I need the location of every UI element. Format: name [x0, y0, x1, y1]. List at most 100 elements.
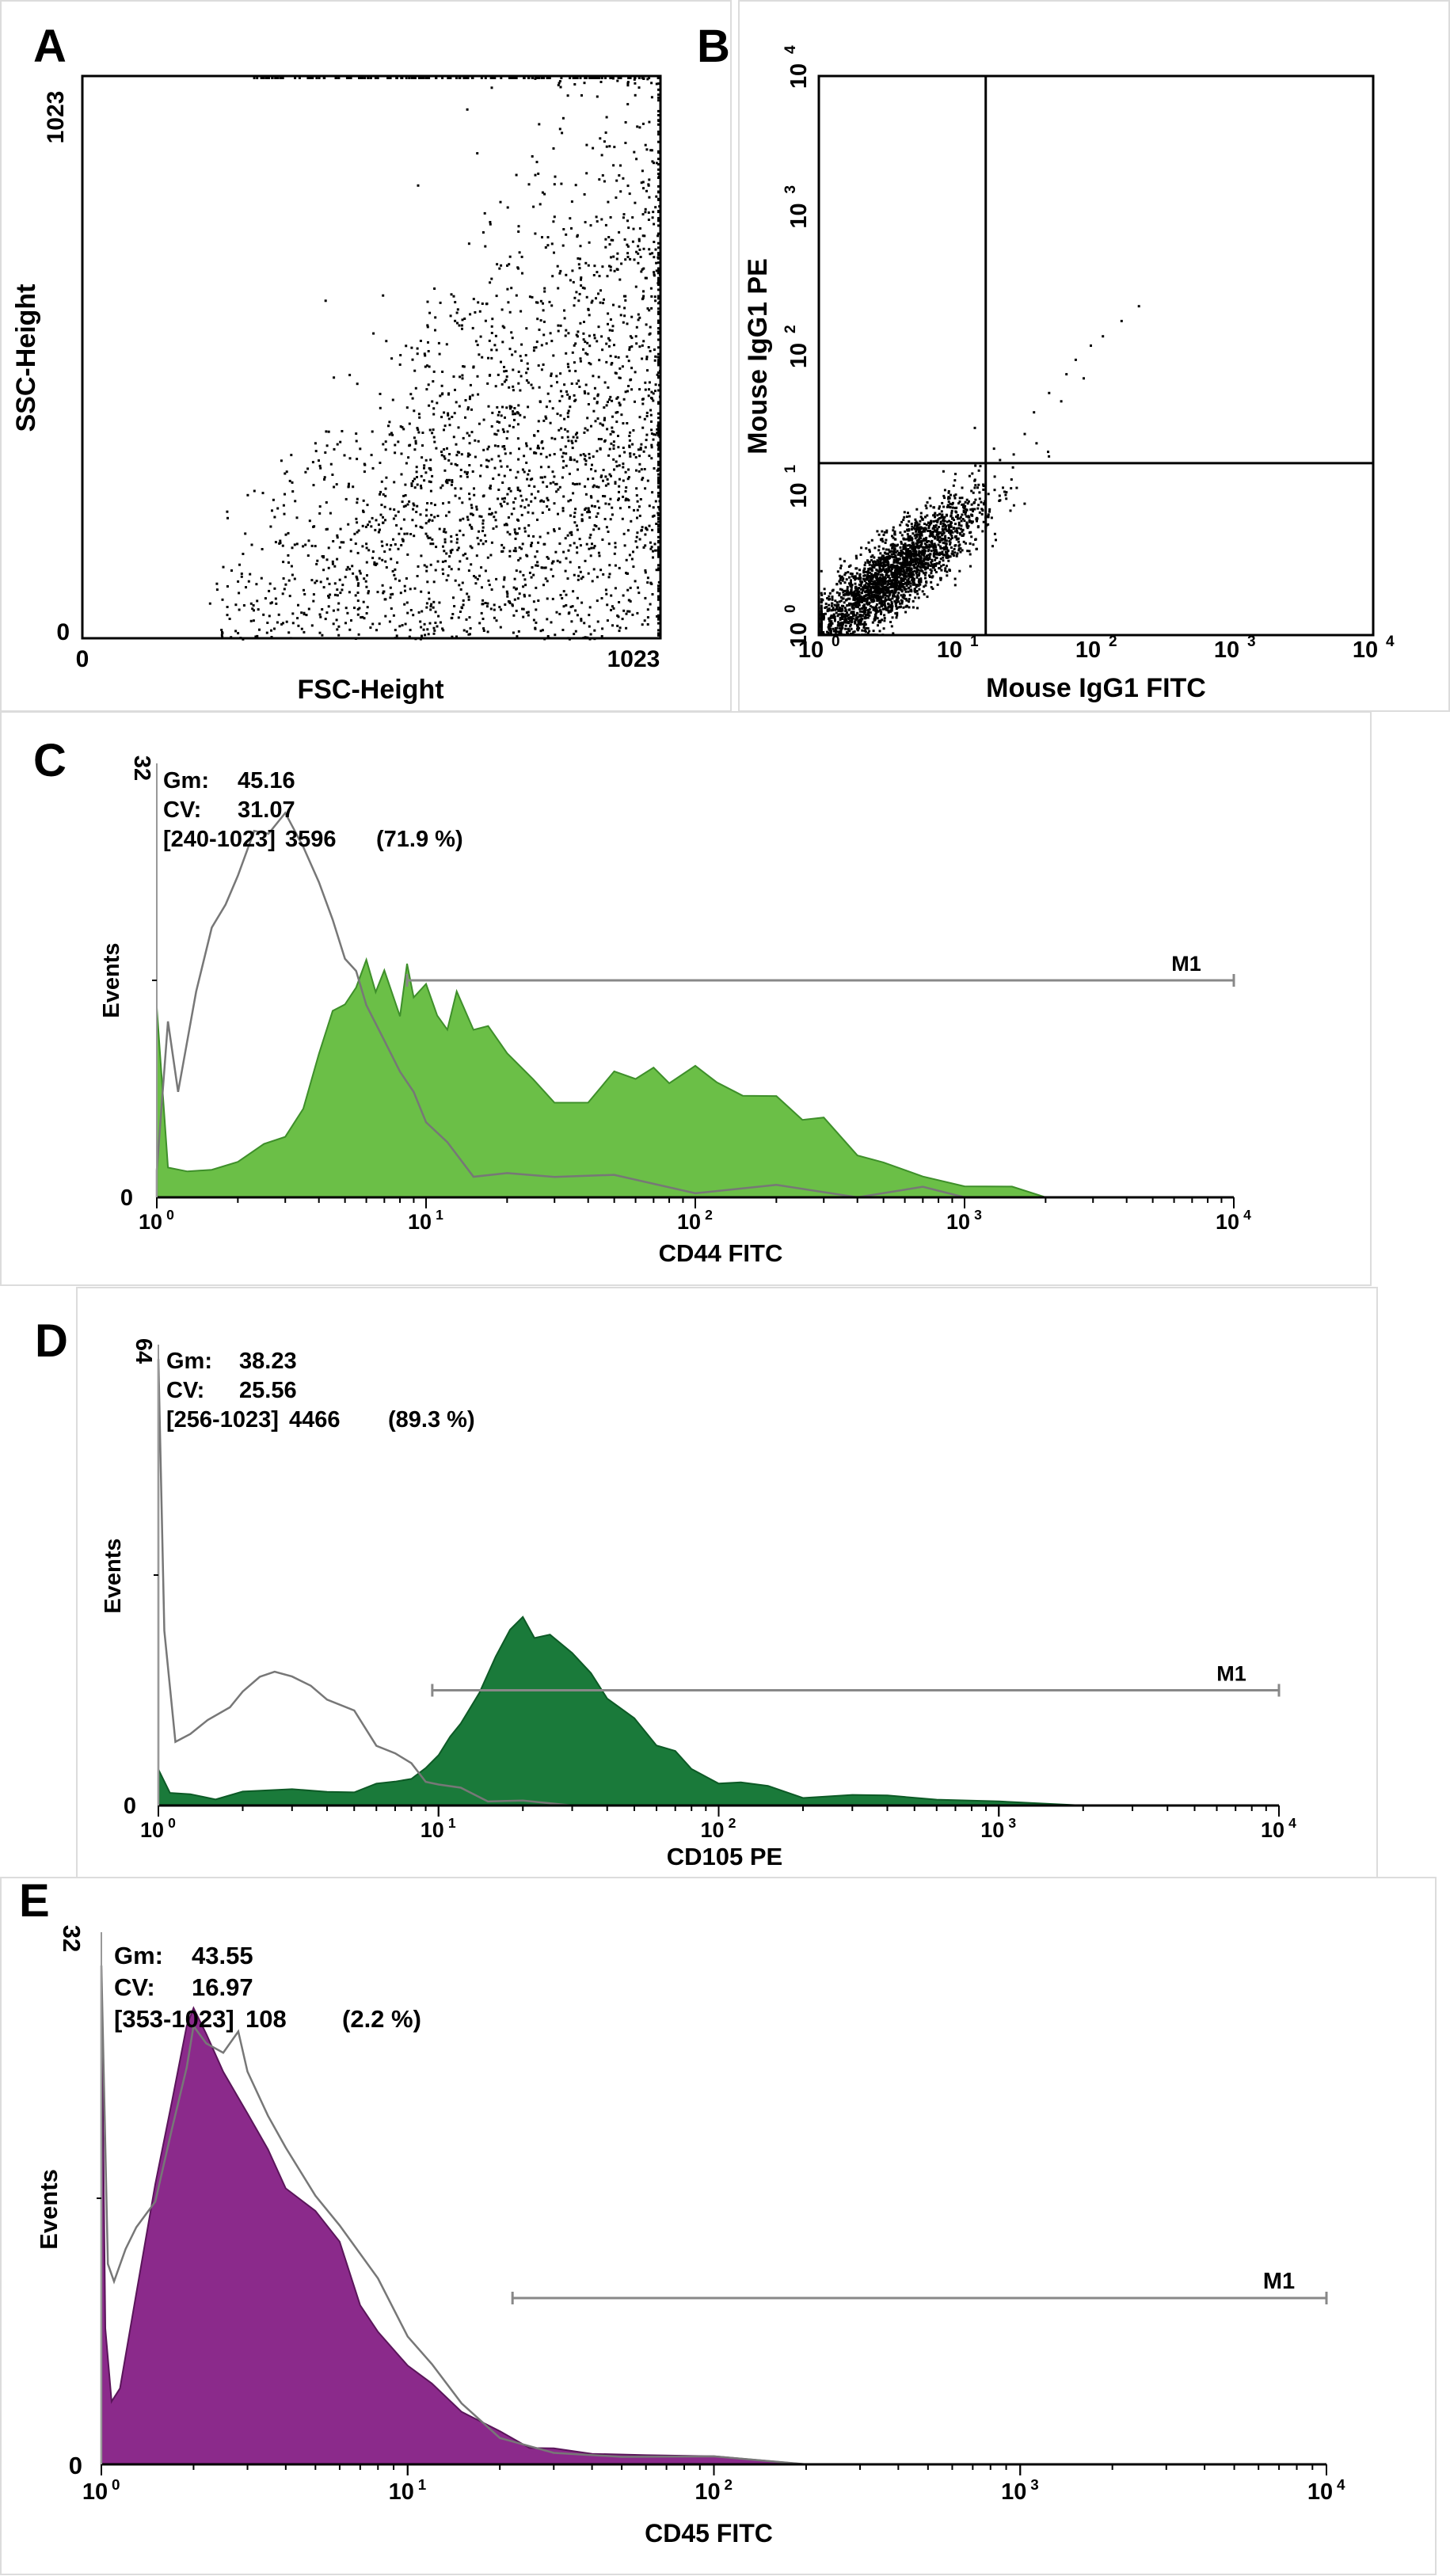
- scatter-point: [535, 346, 538, 349]
- scatter-point: [857, 602, 860, 604]
- scatter-point: [553, 215, 556, 219]
- scatter-point: [596, 512, 599, 515]
- scatter-point: [476, 375, 479, 378]
- scatter-point: [657, 130, 660, 133]
- scatter-point: [327, 605, 330, 608]
- scatter-point: [903, 586, 906, 589]
- scatter-point: [618, 404, 622, 407]
- scatter-point: [536, 430, 539, 432]
- scatter-point: [426, 300, 429, 303]
- scatter-point: [344, 607, 348, 610]
- scatter-point: [386, 77, 390, 79]
- scatter-point: [858, 599, 861, 602]
- scatter-point: [468, 434, 471, 437]
- scatter-point: [605, 145, 608, 148]
- scatter-point: [440, 454, 443, 457]
- scatter-point: [314, 450, 318, 453]
- scatter-point: [559, 594, 562, 596]
- scatter-point: [884, 604, 887, 607]
- scatter-point: [940, 538, 942, 542]
- scatter-point: [599, 447, 602, 451]
- scatter-point: [608, 398, 611, 401]
- scatter-point: [495, 433, 498, 436]
- scatter-point: [521, 468, 524, 471]
- scatter-point: [527, 183, 531, 186]
- scatter-point: [383, 505, 386, 508]
- scatter-point: [399, 354, 402, 356]
- scatter-point: [929, 504, 932, 508]
- scatter-point: [843, 634, 847, 637]
- scatter-point: [512, 507, 516, 510]
- scatter-point: [604, 245, 607, 249]
- scatter-point: [470, 546, 474, 550]
- scatter-point: [613, 468, 615, 471]
- scatter-point: [510, 331, 513, 334]
- scatter-point: [653, 514, 656, 517]
- scatter-point: [924, 504, 927, 507]
- scatter-point: [290, 565, 293, 568]
- scatter-point: [619, 190, 622, 193]
- scatter-point: [634, 285, 637, 288]
- scatter-point: [567, 439, 570, 443]
- scatter-point: [635, 494, 638, 497]
- scatter-point: [919, 531, 922, 535]
- scatter-point: [345, 568, 348, 571]
- scatter-point: [588, 511, 592, 514]
- scatter-point: [881, 530, 884, 533]
- scatter-point: [500, 504, 503, 508]
- scatter-point: [894, 581, 897, 584]
- scatter-point: [597, 485, 600, 489]
- scatter-point: [394, 451, 397, 455]
- scatter-point: [565, 233, 568, 236]
- scatter-point: [896, 611, 899, 615]
- scatter-point: [657, 133, 660, 136]
- scatter-point: [972, 491, 975, 494]
- scatter-point: [326, 577, 329, 580]
- scatter-point: [571, 442, 574, 444]
- scatter-point: [563, 309, 565, 312]
- scatter-point: [644, 381, 647, 384]
- scatter-point: [854, 578, 857, 581]
- scatter-point: [374, 564, 377, 566]
- scatter-point: [596, 220, 599, 223]
- scatter-point: [924, 550, 927, 553]
- scatter-point: [871, 634, 874, 637]
- scatter-point: [657, 327, 660, 330]
- scatter-point: [979, 465, 982, 468]
- scatter-point: [965, 508, 969, 512]
- scatter-point: [1004, 493, 1007, 497]
- scatter-point: [554, 437, 557, 440]
- scatter-point: [273, 627, 276, 630]
- scatter-point: [426, 580, 429, 584]
- scatter-point: [969, 531, 971, 535]
- scatter-point: [626, 256, 630, 258]
- scatter-point: [968, 519, 971, 522]
- scatter-point: [882, 592, 885, 595]
- scatter-point: [622, 495, 625, 498]
- scatter-point: [900, 577, 903, 580]
- scatter-point: [380, 504, 383, 507]
- scatter-point: [527, 484, 531, 487]
- scatter-point: [535, 301, 538, 304]
- scatter-point: [948, 555, 951, 558]
- scatter-point: [657, 224, 660, 227]
- scatter-point: [642, 267, 645, 270]
- scatter-point: [291, 612, 295, 615]
- scatter-point: [513, 418, 516, 421]
- scatter-point: [490, 332, 493, 334]
- scatter-point: [471, 513, 474, 516]
- scatter-point: [508, 263, 511, 266]
- scatter-point: [546, 618, 549, 621]
- scatter-point: [958, 497, 961, 500]
- scatter-point: [946, 520, 949, 523]
- scatter-point: [922, 559, 925, 562]
- scatter-point: [950, 525, 953, 528]
- scatter-point: [942, 525, 944, 528]
- scatter-point: [480, 77, 483, 79]
- scatter-point: [839, 613, 842, 616]
- scatter-point: [584, 427, 587, 430]
- scatter-point: [306, 467, 310, 470]
- scatter-point: [382, 493, 385, 496]
- scatter-point: [607, 531, 610, 533]
- scatter-point: [487, 445, 490, 448]
